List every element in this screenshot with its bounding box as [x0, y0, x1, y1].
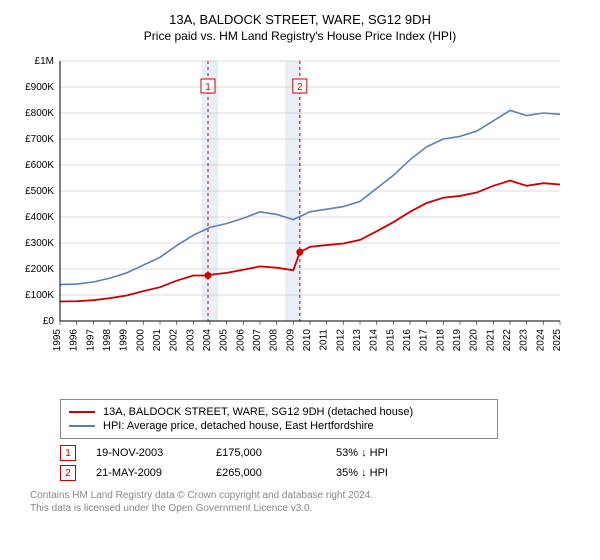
svg-text:2015: 2015 [385, 329, 396, 352]
svg-text:2012: 2012 [335, 329, 346, 352]
svg-text:£800K: £800K [25, 108, 54, 119]
svg-text:2014: 2014 [369, 329, 380, 352]
svg-text:2013: 2013 [352, 329, 363, 352]
legend-item-hpi: HPI: Average price, detached house, East… [69, 420, 489, 432]
marker-date-2: 21-MAY-2009 [96, 467, 216, 479]
legend-swatch-1 [69, 411, 95, 413]
marker-badge-2: 2 [60, 465, 76, 481]
svg-text:£0: £0 [43, 316, 55, 327]
page-subtitle: Price paid vs. HM Land Registry's House … [10, 29, 590, 43]
chart-container: £0 £100K £200K £300K £400K £500K £600K £700K £80… [10, 51, 590, 391]
footnote: Contains HM Land Registry data © Crown c… [30, 489, 590, 515]
marker-pct-1: 53% ↓ HPI [336, 447, 456, 459]
svg-text:2005: 2005 [219, 329, 230, 352]
svg-text:1995: 1995 [52, 329, 63, 352]
svg-text:2009: 2009 [285, 329, 296, 352]
svg-text:£600K: £600K [25, 160, 54, 171]
svg-text:2004: 2004 [202, 329, 213, 352]
svg-text:2006: 2006 [235, 329, 246, 352]
svg-text:£300K: £300K [25, 238, 54, 249]
svg-text:2002: 2002 [169, 329, 180, 352]
svg-text:£700K: £700K [25, 134, 54, 145]
price-chart: £0 £100K £200K £300K £400K £500K £600K £700K £80… [10, 51, 570, 391]
svg-text:1997: 1997 [85, 329, 96, 352]
marker-price-1: £175,000 [216, 447, 336, 459]
svg-text:2023: 2023 [519, 329, 530, 352]
svg-text:2001: 2001 [152, 329, 163, 352]
svg-text:1: 1 [205, 82, 211, 93]
svg-text:2016: 2016 [402, 329, 413, 352]
marker-pct-2: 35% ↓ HPI [336, 467, 456, 479]
svg-text:2022: 2022 [502, 329, 513, 352]
marker-row-2: 2 21-MAY-2009 £265,000 35% ↓ HPI [60, 465, 590, 481]
svg-text:2025: 2025 [552, 329, 563, 352]
legend: 13A, BALDOCK STREET, WARE, SG12 9DH (det… [60, 399, 498, 439]
marker-badge-1: 1 [60, 445, 76, 461]
svg-text:2003: 2003 [185, 329, 196, 352]
svg-text:2020: 2020 [469, 329, 480, 352]
legend-item-price-paid: 13A, BALDOCK STREET, WARE, SG12 9DH (det… [69, 406, 489, 418]
page-title: 13A, BALDOCK STREET, WARE, SG12 9DH [10, 12, 590, 27]
svg-text:2008: 2008 [269, 329, 280, 352]
svg-text:2024: 2024 [535, 329, 546, 352]
svg-text:1999: 1999 [119, 329, 130, 352]
footnote-line-2: This data is licensed under the Open Gov… [30, 502, 590, 515]
svg-text:£900K: £900K [25, 82, 54, 93]
svg-text:£400K: £400K [25, 212, 54, 223]
marker-price-2: £265,000 [216, 467, 336, 479]
legend-swatch-2 [69, 425, 95, 427]
svg-text:2018: 2018 [435, 329, 446, 352]
marker-table: 1 19-NOV-2003 £175,000 53% ↓ HPI 2 21-MA… [60, 445, 590, 481]
marker-date-1: 19-NOV-2003 [96, 447, 216, 459]
svg-text:£1M: £1M [35, 56, 54, 67]
legend-label-2: HPI: Average price, detached house, East… [103, 420, 374, 432]
legend-label-1: 13A, BALDOCK STREET, WARE, SG12 9DH (det… [103, 406, 413, 418]
svg-text:2021: 2021 [485, 329, 496, 352]
svg-text:2011: 2011 [319, 329, 330, 351]
marker-row-1: 1 19-NOV-2003 £175,000 53% ↓ HPI [60, 445, 590, 461]
svg-text:2019: 2019 [452, 329, 463, 352]
footnote-line-1: Contains HM Land Registry data © Crown c… [30, 489, 590, 502]
svg-text:2: 2 [297, 82, 303, 93]
svg-text:2000: 2000 [135, 329, 146, 352]
svg-text:2010: 2010 [302, 329, 313, 352]
svg-text:2017: 2017 [419, 329, 430, 352]
svg-text:2007: 2007 [252, 329, 263, 352]
svg-text:£100K: £100K [25, 290, 54, 301]
svg-text:1996: 1996 [69, 329, 80, 352]
svg-text:£500K: £500K [25, 186, 54, 197]
svg-text:£200K: £200K [25, 264, 54, 275]
svg-text:1998: 1998 [102, 329, 113, 352]
